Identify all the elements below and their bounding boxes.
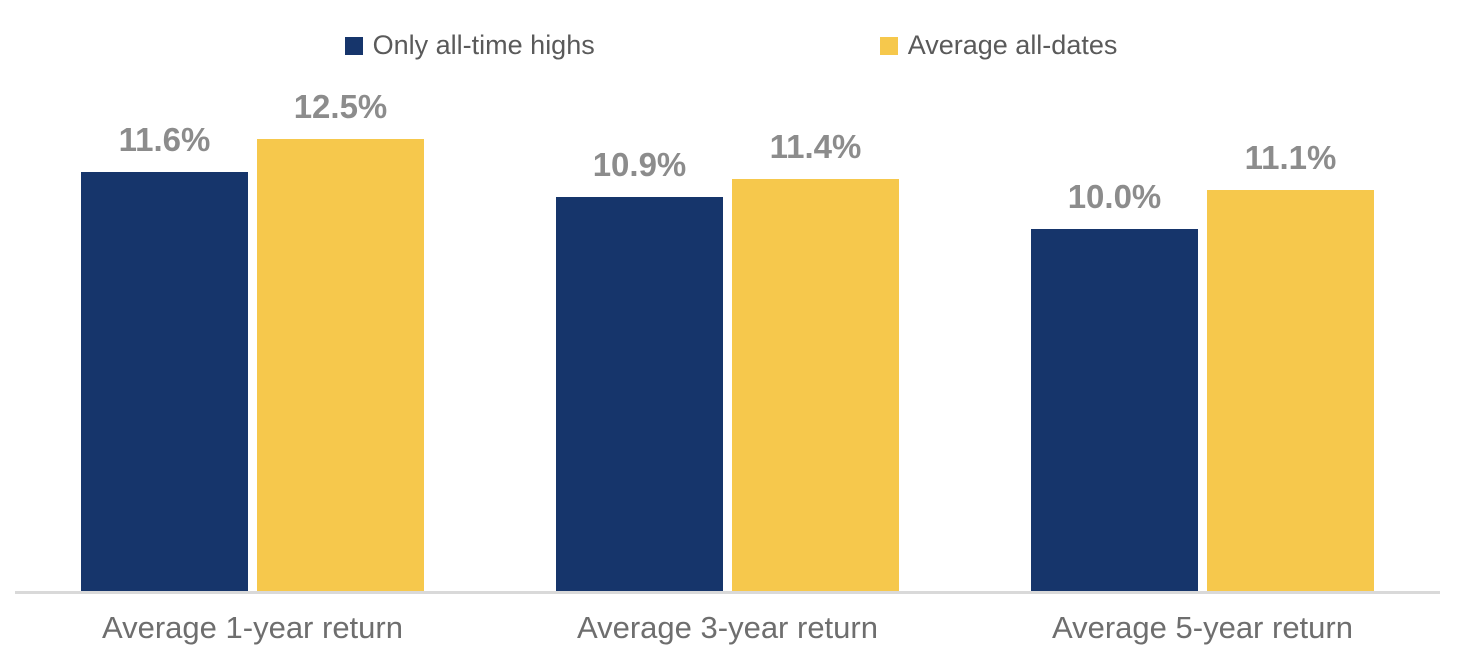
bar-group-1: 11.6% 12.5% — [15, 0, 490, 591]
bar-gold — [732, 179, 899, 591]
legend-swatch-navy-icon — [344, 36, 363, 55]
legend-item-average-all-dates: Average all-dates — [879, 30, 1118, 61]
bar-wrap: 10.9% — [556, 146, 723, 591]
bar-gold — [257, 139, 424, 591]
data-label: 10.9% — [592, 146, 687, 183]
plot-area: 11.6% 12.5% 10.9% 11.4% 10.0% 11.1% — [15, 0, 1440, 594]
data-label: 12.5% — [293, 88, 388, 125]
category-label: Average 5-year return — [1052, 610, 1353, 645]
legend-swatch-gold-icon — [879, 36, 898, 55]
bar-group-3: 10.0% 11.1% — [965, 0, 1440, 591]
bar-navy — [556, 197, 723, 591]
bar-wrap: 12.5% — [257, 88, 424, 591]
bar-wrap: 11.4% — [732, 128, 899, 591]
data-label: 11.6% — [118, 121, 211, 158]
bar-navy — [81, 172, 248, 591]
legend-label-average-all-dates: Average all-dates — [907, 30, 1118, 60]
bar-wrap: 10.0% — [1031, 178, 1198, 591]
legend-item-only-all-time-highs: Only all-time highs — [344, 30, 595, 61]
category-axis: Average 1-year return Average 3-year retu… — [15, 610, 1440, 646]
category-label: Average 3-year return — [577, 610, 878, 645]
bar-navy — [1031, 229, 1198, 591]
category-label: Average 1-year return — [102, 610, 403, 645]
bar-group-2: 10.9% 11.4% — [490, 0, 965, 591]
data-label: 11.4% — [769, 128, 862, 165]
legend-label-only-all-time-highs: Only all-time highs — [372, 30, 595, 60]
bar-gold — [1207, 190, 1374, 591]
bar-wrap: 11.6% — [81, 121, 248, 591]
chart-legend: Only all-time highs Average all-dates — [0, 30, 1462, 61]
data-label: 10.0% — [1067, 178, 1162, 215]
bar-wrap: 11.1% — [1207, 139, 1374, 591]
data-label: 11.1% — [1244, 139, 1337, 176]
